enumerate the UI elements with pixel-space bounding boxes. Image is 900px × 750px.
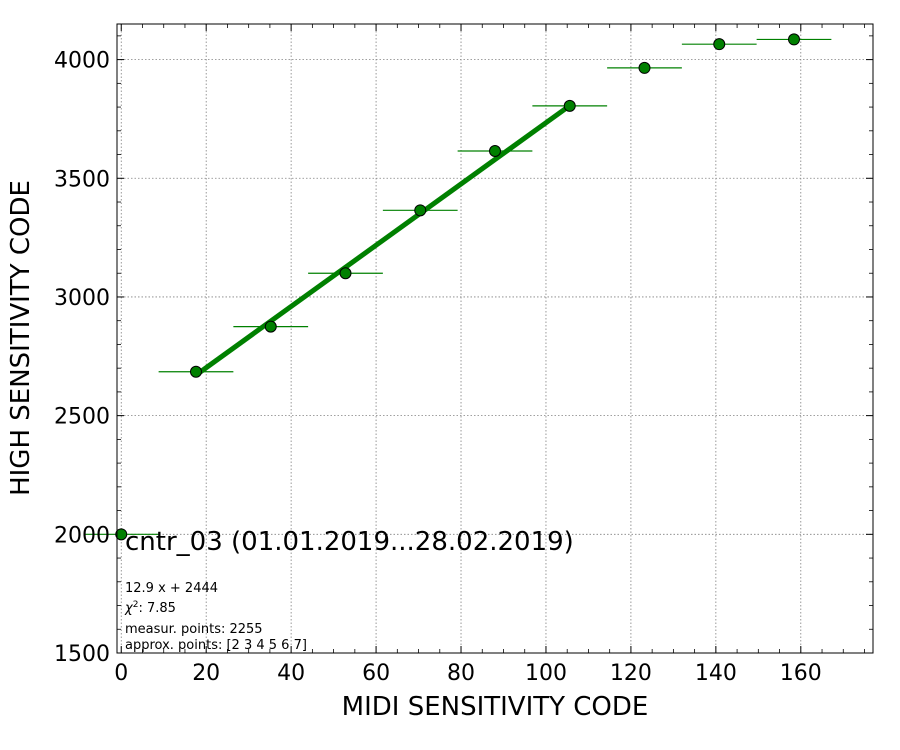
- data-point: [489, 144, 501, 157]
- y-tick-label: 2000: [54, 523, 110, 548]
- data-point: [264, 320, 277, 333]
- x-tick-label: 100: [525, 661, 567, 686]
- y-axis-label: HIGH SENSITIVITY CODE: [6, 180, 36, 496]
- tick-labels: 0 20 40 60 80 100 120 140 160 1500 2000 2500 3000 350…: [54, 49, 822, 686]
- x-tick-label: 140: [695, 661, 737, 686]
- grid: [117, 24, 873, 653]
- ticks: [117, 24, 873, 654]
- x-tick-label: 40: [277, 661, 305, 686]
- chi-symbol: χ: [124, 601, 134, 616]
- y-tick-label: 3000: [54, 286, 110, 311]
- fit-equation: 12.9 x + 2444: [125, 581, 218, 596]
- data-points: [115, 33, 801, 541]
- approx-points: approx. points: [2 3 4 5 6 7]: [125, 638, 307, 653]
- data-point: [189, 365, 202, 378]
- measur-points: measur. points: 2255: [125, 622, 263, 637]
- chart-title: cntr_03 (01.01.2019...28.02.2019): [125, 527, 574, 557]
- y-tick-label: 4000: [54, 49, 110, 74]
- x-tick-label: 80: [447, 661, 475, 686]
- chi-squared: χ2: 7.85: [124, 600, 176, 616]
- x-tick-label: 20: [192, 661, 220, 686]
- data-point: [713, 38, 726, 51]
- data-point: [414, 204, 427, 217]
- x-tick-label: 0: [114, 661, 128, 686]
- x-tick-label: 160: [780, 661, 822, 686]
- data-point: [339, 267, 352, 280]
- data-point: [115, 528, 128, 541]
- y-tick-label: 3500: [54, 167, 110, 192]
- x-tick-label: 60: [362, 661, 390, 686]
- x-axis-label: MIDI SENSITIVITY CODE: [342, 692, 649, 722]
- x-tick-label: 120: [610, 661, 652, 686]
- y-tick-label: 1500: [54, 642, 110, 667]
- chi-exponent: 2: [133, 600, 139, 610]
- data-point: [563, 99, 576, 112]
- y-tick-label: 2500: [54, 405, 110, 430]
- data-point: [638, 61, 651, 74]
- chi-value: : 7.85: [138, 601, 175, 616]
- plot-frame: [116, 23, 874, 654]
- data-point: [788, 33, 801, 46]
